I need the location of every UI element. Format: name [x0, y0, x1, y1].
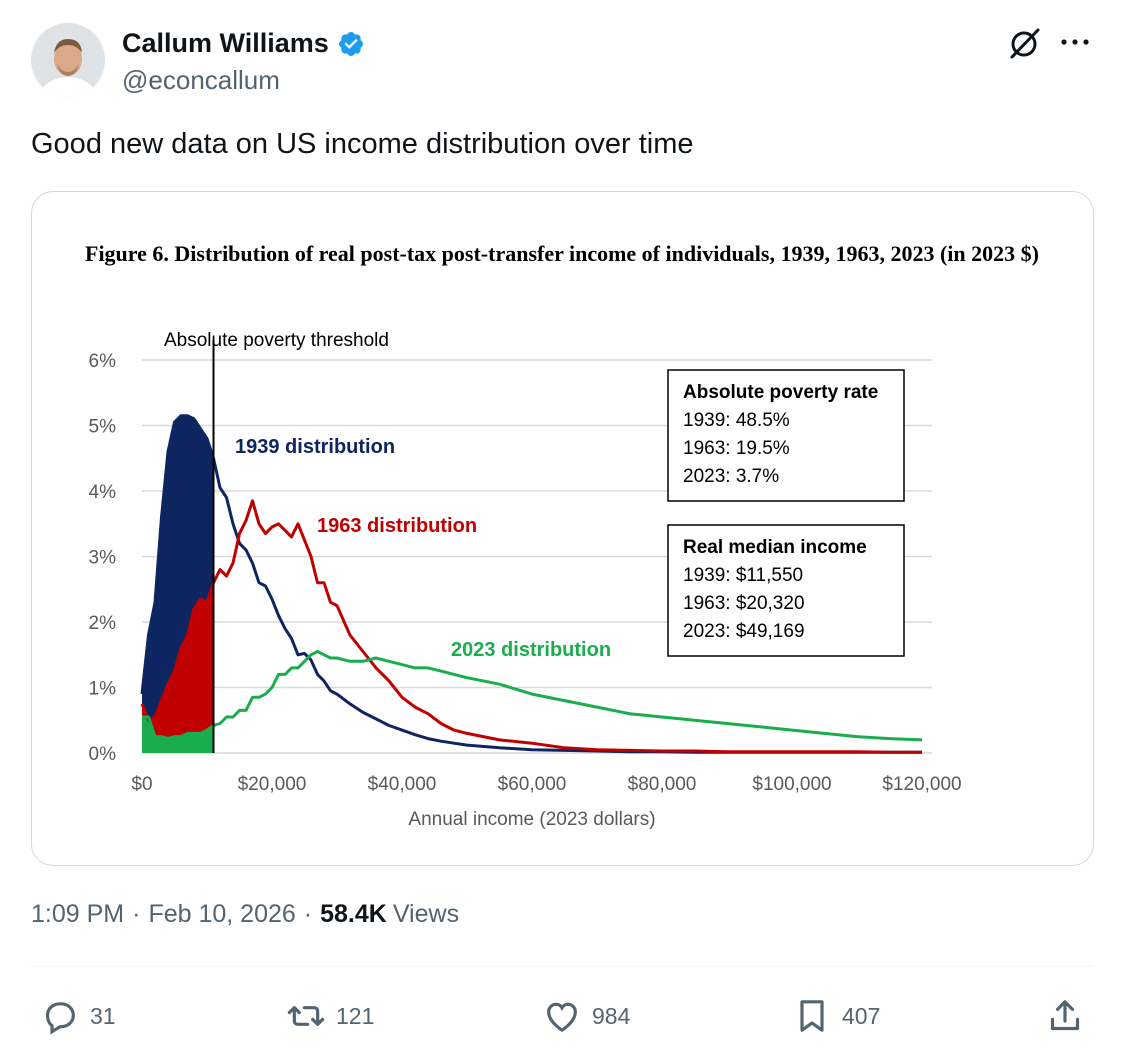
- bookmark-icon: [800, 1000, 824, 1032]
- share-icon: [1050, 1000, 1080, 1031]
- y-tick-label: 3%: [89, 548, 117, 569]
- y-tick-label: 2%: [89, 613, 117, 634]
- tweet-text: Good new data on US income distribution …: [31, 128, 694, 160]
- x-tick-label: $100,000: [752, 774, 831, 795]
- separator-dot: ·: [303, 900, 313, 928]
- series-line-1963: [140, 499, 922, 754]
- info-box-line: 1963: 19.5%: [683, 438, 790, 459]
- tweet-image[interactable]: Figure 6. Distribution of real post-tax …: [31, 191, 1094, 866]
- like-icon: [547, 1002, 577, 1033]
- poverty-threshold-label: Absolute poverty threshold: [164, 330, 389, 351]
- info-box-line: 1963: $20,320: [683, 593, 805, 614]
- y-tick-label: 1%: [89, 679, 117, 700]
- repost-button[interactable]: 121: [286, 994, 374, 1038]
- verified-badge-icon: [338, 31, 363, 56]
- bookmark-button[interactable]: 407: [792, 994, 880, 1038]
- x-axis-label: Annual income (2023 dollars): [408, 809, 655, 830]
- poverty-area-2023: [142, 717, 214, 753]
- y-tick-label: 4%: [89, 482, 117, 503]
- info-box-title: Absolute poverty rate: [683, 382, 878, 403]
- like-button[interactable]: 984: [542, 994, 630, 1038]
- y-tick-label: 5%: [89, 417, 117, 438]
- info-box-title: Real median income: [683, 537, 867, 558]
- x-tick-label: $0: [131, 774, 152, 795]
- y-tick-label: 0%: [89, 744, 117, 765]
- repost-count: 121: [336, 1002, 375, 1029]
- reply-count: 31: [90, 1002, 116, 1029]
- reply-icon: [45, 1002, 75, 1035]
- x-tick-label: $20,000: [238, 774, 307, 795]
- avatar-image: [31, 23, 105, 97]
- x-tick-label: $80,000: [628, 774, 697, 795]
- repost-icon: [287, 1006, 325, 1026]
- grok-icon[interactable]: [1008, 26, 1042, 60]
- series-label: 2023 distribution: [451, 639, 611, 661]
- author-display-name[interactable]: Callum Williams: [122, 28, 329, 58]
- x-tick-label: $40,000: [368, 774, 437, 795]
- x-tick-label: $60,000: [498, 774, 567, 795]
- author-handle[interactable]: @econcallum: [122, 65, 280, 95]
- like-count: 984: [592, 1002, 631, 1029]
- series-label: 1963 distribution: [317, 515, 477, 537]
- views-count: 58.4K: [320, 900, 387, 928]
- views-label: Views: [392, 900, 460, 928]
- reply-button[interactable]: 31: [40, 994, 116, 1038]
- info-box-line: 1939: $11,550: [683, 565, 803, 586]
- series-line-2023: [142, 650, 923, 742]
- more-icon[interactable]: [1058, 29, 1092, 55]
- poverty-area-1963: [142, 582, 214, 753]
- tweet-date[interactable]: Feb 10, 2026: [148, 900, 296, 928]
- tweet-meta: 1:09 PM · Feb 10, 2026 · 58.4K Views: [31, 900, 459, 929]
- info-box: [667, 369, 905, 502]
- info-box-line: 2023: $49,169: [683, 621, 805, 642]
- chart-title: Figure 6. Distribution of real post-tax …: [85, 241, 1039, 266]
- info-box: [667, 524, 905, 657]
- info-box-line: 2023: 3.7%: [683, 466, 779, 487]
- income-distribution-chart: 0% 1% 2% 3% 4% 5% 6% $0 $20,000 $40,000 $60,000 $80…: [89, 330, 962, 830]
- series-label: 1939 distribution: [235, 436, 395, 458]
- info-box-line: 1939: 48.5%: [683, 410, 790, 431]
- x-tick-label: $120,000: [882, 774, 961, 795]
- divider: [31, 966, 1092, 967]
- tweet-time[interactable]: 1:09 PM: [31, 900, 125, 928]
- avatar[interactable]: [31, 23, 105, 97]
- separator-dot: ·: [132, 900, 141, 928]
- y-tick-label: 6%: [89, 351, 117, 372]
- bookmark-count: 407: [842, 1002, 881, 1029]
- share-button[interactable]: [1045, 994, 1085, 1038]
